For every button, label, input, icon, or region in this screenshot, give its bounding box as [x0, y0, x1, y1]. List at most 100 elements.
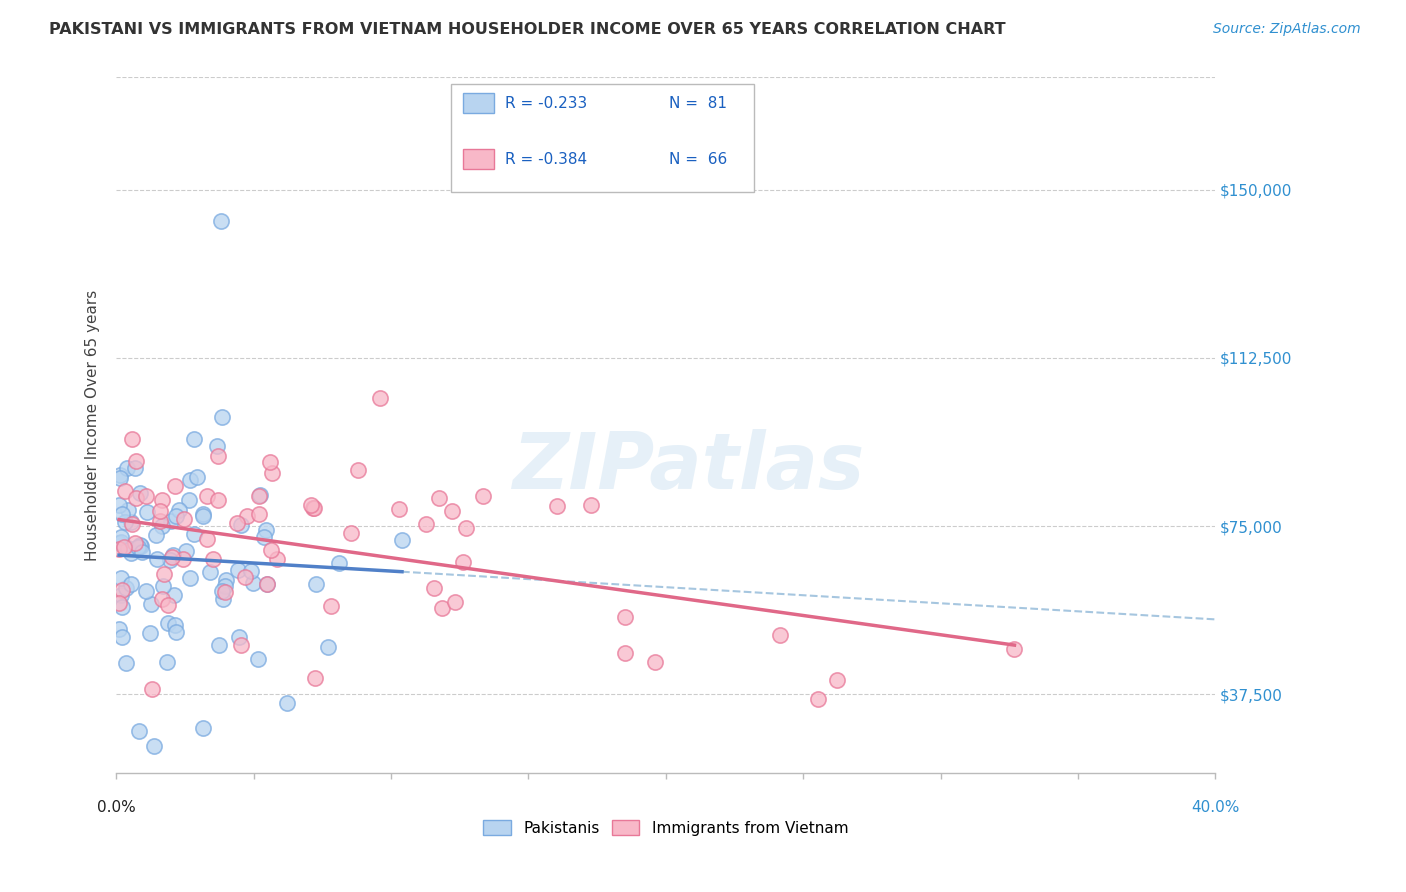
- Point: [115, 657, 138, 671]
- Point: [299, 498, 322, 512]
- Point: [388, 501, 411, 516]
- Point: [150, 591, 173, 606]
- Point: [157, 615, 180, 630]
- Point: [226, 563, 249, 577]
- Point: [247, 489, 270, 503]
- Point: [242, 575, 264, 590]
- Point: [108, 623, 131, 637]
- Text: Source: ZipAtlas.com: Source: ZipAtlas.com: [1213, 22, 1361, 37]
- Point: [316, 640, 339, 654]
- Text: N =  81: N = 81: [669, 95, 727, 111]
- Point: [256, 577, 278, 591]
- Point: [444, 595, 467, 609]
- Point: [115, 460, 138, 475]
- Point: [226, 516, 249, 530]
- Point: [249, 488, 271, 502]
- Point: [124, 536, 146, 550]
- Point: [121, 517, 143, 532]
- Point: [124, 491, 146, 505]
- Point: [156, 598, 179, 612]
- Point: [253, 531, 276, 545]
- Point: [454, 521, 477, 535]
- Point: [139, 597, 162, 611]
- Point: [165, 508, 187, 523]
- Point: [129, 539, 152, 553]
- Point: [127, 540, 149, 554]
- Point: [114, 484, 136, 499]
- Point: [259, 454, 281, 468]
- Point: [214, 579, 236, 593]
- Point: [173, 512, 195, 526]
- Point: [142, 739, 165, 753]
- Point: [186, 470, 208, 484]
- Text: ZIPatlas: ZIPatlas: [512, 429, 863, 505]
- Point: [247, 508, 270, 522]
- Legend: Pakistanis, Immigrants from Vietnam: Pakistanis, Immigrants from Vietnam: [478, 814, 855, 842]
- Text: 40.0%: 40.0%: [1191, 800, 1240, 815]
- Point: [214, 585, 236, 599]
- Point: [177, 492, 200, 507]
- Point: [114, 540, 136, 554]
- Point: [471, 489, 494, 503]
- Point: [115, 581, 138, 595]
- Point: [581, 498, 603, 512]
- Point: [827, 673, 849, 688]
- Point: [128, 724, 150, 739]
- Point: [108, 596, 131, 610]
- Text: R = -0.384: R = -0.384: [505, 152, 588, 167]
- Point: [328, 557, 350, 571]
- Point: [228, 630, 250, 644]
- Point: [172, 552, 194, 566]
- Point: [256, 577, 278, 591]
- Point: [110, 571, 132, 585]
- Point: [135, 583, 157, 598]
- Point: [769, 628, 792, 642]
- Point: [197, 532, 219, 546]
- Point: [191, 509, 214, 524]
- Point: [546, 499, 568, 513]
- Point: [111, 583, 134, 598]
- Point: [120, 546, 142, 560]
- Point: [319, 599, 342, 614]
- Point: [202, 552, 225, 566]
- Point: [141, 681, 163, 696]
- Point: [149, 514, 172, 528]
- Point: [131, 544, 153, 558]
- Point: [370, 392, 392, 406]
- Text: R = -0.233: R = -0.233: [505, 95, 588, 111]
- Point: [209, 214, 232, 228]
- Point: [183, 527, 205, 541]
- Point: [441, 504, 464, 518]
- Point: [430, 601, 453, 615]
- Point: [121, 433, 143, 447]
- Point: [415, 516, 437, 531]
- Point: [211, 583, 233, 598]
- Point: [162, 548, 184, 562]
- Point: [110, 530, 132, 544]
- Point: [117, 503, 139, 517]
- Point: [111, 599, 134, 614]
- Point: [211, 410, 233, 425]
- Point: [276, 696, 298, 710]
- Point: [302, 501, 325, 516]
- Point: [120, 577, 142, 591]
- Point: [613, 609, 636, 624]
- Point: [422, 581, 444, 595]
- Point: [179, 571, 201, 585]
- Point: [197, 489, 219, 503]
- Point: [229, 639, 252, 653]
- Point: [108, 542, 131, 557]
- Text: 0.0%: 0.0%: [97, 800, 135, 815]
- Point: [135, 505, 157, 519]
- Point: [239, 564, 262, 578]
- Point: [110, 535, 132, 549]
- Point: [233, 570, 256, 584]
- Point: [152, 579, 174, 593]
- Point: [198, 565, 221, 579]
- Point: [167, 503, 190, 517]
- Point: [117, 541, 139, 555]
- Y-axis label: Householder Income Over 65 years: Householder Income Over 65 years: [86, 290, 100, 561]
- Point: [179, 473, 201, 487]
- Point: [231, 518, 253, 533]
- Point: [129, 538, 152, 552]
